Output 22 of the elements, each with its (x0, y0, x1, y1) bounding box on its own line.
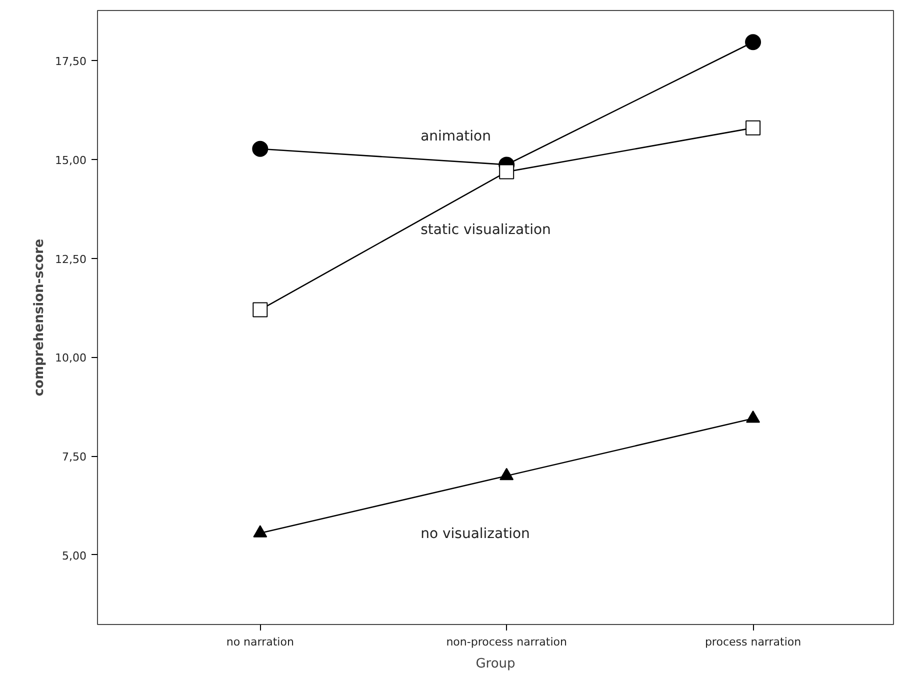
y-tick-label: 17,50 (55, 55, 87, 68)
point (746, 120, 761, 136)
x-tick-label: process narration (704, 636, 802, 648)
text: no visualization (420, 526, 530, 542)
point (745, 34, 762, 50)
y-tick-label: 15,00 (55, 154, 87, 168)
point (253, 525, 268, 538)
y-tick-label: 12,50 (55, 252, 87, 266)
x-axis-title: Group (476, 656, 516, 672)
y-tick-label: 10,00 (55, 352, 87, 365)
point (252, 140, 268, 157)
point (500, 468, 514, 480)
point (499, 164, 514, 180)
x-tick-label: non-process narration (446, 636, 568, 648)
y-tick-label: 5,00 (62, 549, 87, 562)
series-label: animation (420, 128, 491, 145)
y-tick-label: 7,50 (62, 450, 87, 464)
series-label: static visualization (420, 222, 551, 238)
point (252, 302, 268, 318)
x-tick-label: no narration (226, 636, 294, 648)
point (746, 410, 760, 423)
y-axis-title: comprehension-score (32, 238, 48, 396)
